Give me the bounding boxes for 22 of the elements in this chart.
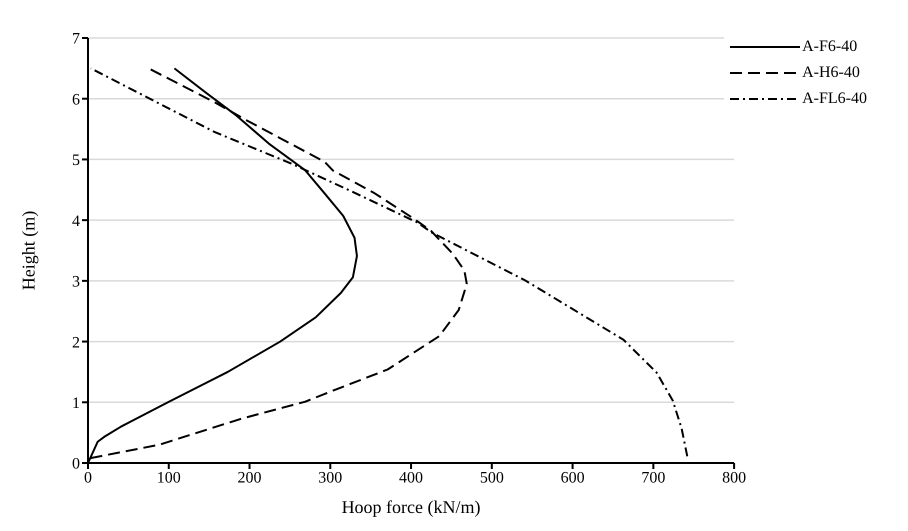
x-tick-label: 300 xyxy=(318,469,342,486)
legend-label: A-FL6-40 xyxy=(802,90,867,108)
y-tick-label: 0 xyxy=(72,456,80,473)
y-tick-label: 1 xyxy=(72,394,80,412)
x-tick-label: 0 xyxy=(84,469,92,486)
y-tick-label: 5 xyxy=(72,152,80,170)
y-axis-title: Height (m) xyxy=(18,210,38,290)
x-tick-label: 800 xyxy=(722,469,746,486)
x-tick-label: 200 xyxy=(238,469,262,486)
x-tick-label: 600 xyxy=(560,469,585,486)
x-tick-label: 400 xyxy=(399,469,424,486)
y-tick-label: 6 xyxy=(72,91,80,108)
y-tick-label: 2 xyxy=(72,334,80,352)
x-tick-label: 700 xyxy=(641,469,666,486)
legend-label: A-H6-40 xyxy=(802,64,860,82)
legend-label: A-F6-40 xyxy=(802,38,858,56)
x-tick-label: 100 xyxy=(156,469,181,486)
x-tick-label: 500 xyxy=(480,469,504,486)
x-axis-title: Hoop force (kN/m) xyxy=(342,497,481,517)
y-tick-label: 7 xyxy=(72,30,80,48)
y-tick-label: 4 xyxy=(72,212,80,230)
y-tick-label: 3 xyxy=(72,274,80,291)
